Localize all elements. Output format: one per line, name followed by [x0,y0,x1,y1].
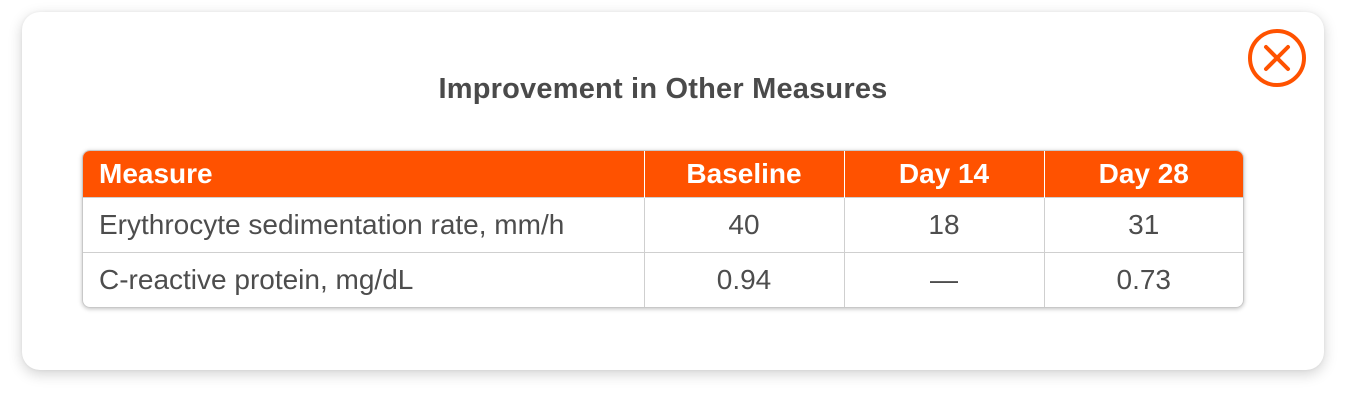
day14-cell: 18 [843,197,1044,253]
column-header-day14: Day 14 [843,151,1044,198]
table-header-row: Measure Baseline Day 14 Day 28 [83,151,1243,198]
close-icon [1248,29,1306,87]
measure-cell: C-reactive protein, mg/dL [83,252,644,307]
day28-cell: 0.73 [1043,252,1243,307]
dialog-card: Improvement in Other Measures Measure Ba… [22,12,1324,370]
close-button[interactable] [1247,28,1307,88]
measure-cell: Erythrocyte sedimentation rate, mm/h [83,197,644,253]
day28-cell: 31 [1043,197,1243,253]
column-header-day28: Day 28 [1043,151,1243,198]
measures-table: Measure Baseline Day 14 Day 28 Erythrocy… [82,150,1244,308]
column-header-baseline: Baseline [643,151,844,198]
table-row: C-reactive protein, mg/dL 0.94 — 0.73 [83,252,1243,307]
baseline-cell: 40 [643,197,844,253]
day14-cell: — [843,252,1044,307]
baseline-cell: 0.94 [643,252,844,307]
column-header-measure: Measure [83,151,644,198]
table-row: Erythrocyte sedimentation rate, mm/h 40 … [83,197,1243,253]
dialog-title: Improvement in Other Measures [438,73,888,105]
